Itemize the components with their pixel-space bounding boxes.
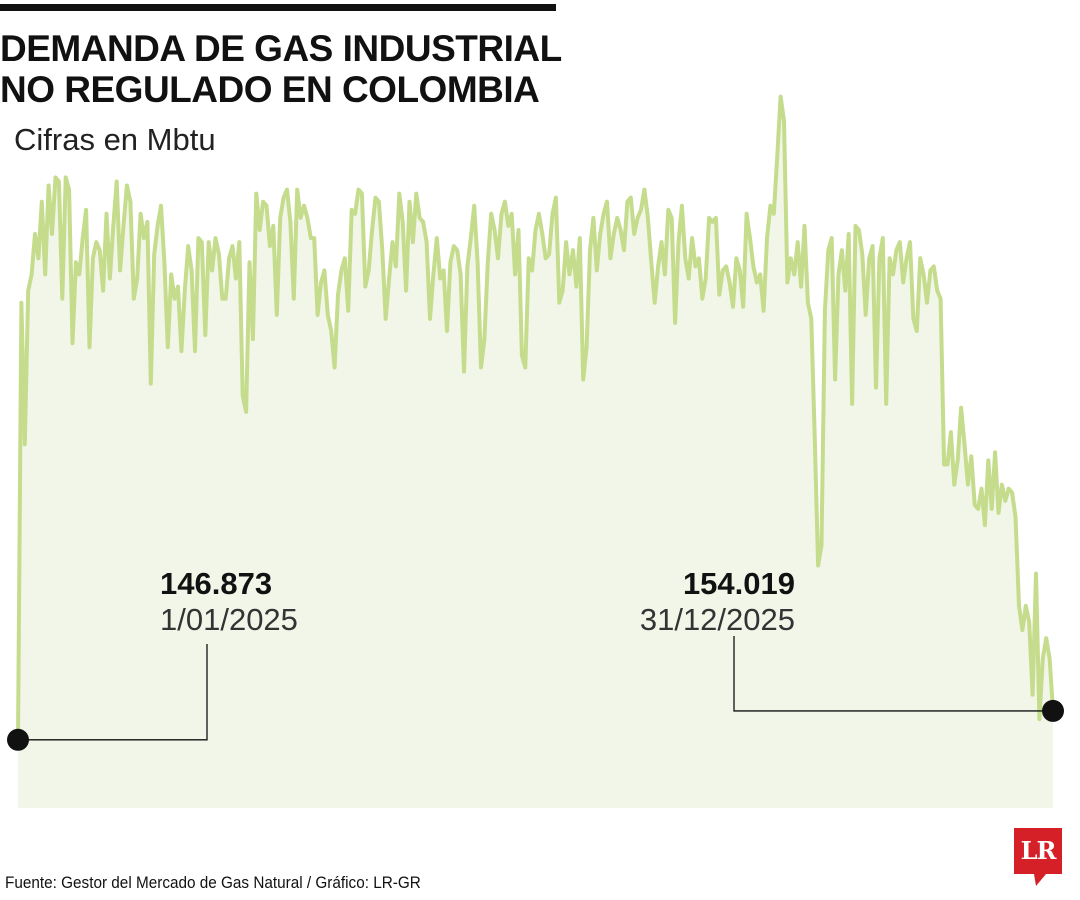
lr-logo-badge — [1014, 828, 1062, 874]
chart-title-line-2: NO REGULADO EN COLOMBIA — [0, 69, 540, 110]
start-point-marker — [7, 728, 29, 751]
top-rule — [0, 4, 556, 11]
end-point-marker — [1042, 699, 1064, 722]
lr-logo-text: LR — [1020, 836, 1057, 865]
chart-subtitle: Cifras en Mbtu — [14, 122, 216, 157]
start-leader-line — [18, 644, 208, 741]
annotations: 146.873 1/01/2025 154.019 31/12/2025 — [7, 566, 1064, 751]
start-date-label: 1/01/2025 — [160, 602, 298, 637]
chart-title-line-1: DEMANDA DE GAS INDUSTRIAL — [0, 28, 562, 69]
end-value-label: 154.019 — [683, 566, 795, 601]
end-date-label: 31/12/2025 — [640, 602, 795, 637]
series-area — [18, 96, 1053, 809]
start-value-label: 146.873 — [160, 566, 272, 601]
lr-logo-tail — [1034, 874, 1046, 886]
series-line — [16, 94, 1055, 740]
chart-title: DEMANDA DE GAS INDUSTRIAL NO REGULADO EN… — [0, 28, 580, 110]
source-note: Fuente: Gestor del Mercado de Gas Natura… — [5, 873, 421, 892]
end-leader-line — [733, 636, 1053, 712]
plot-area — [16, 94, 1055, 809]
lr-logo: LR — [1014, 828, 1062, 890]
